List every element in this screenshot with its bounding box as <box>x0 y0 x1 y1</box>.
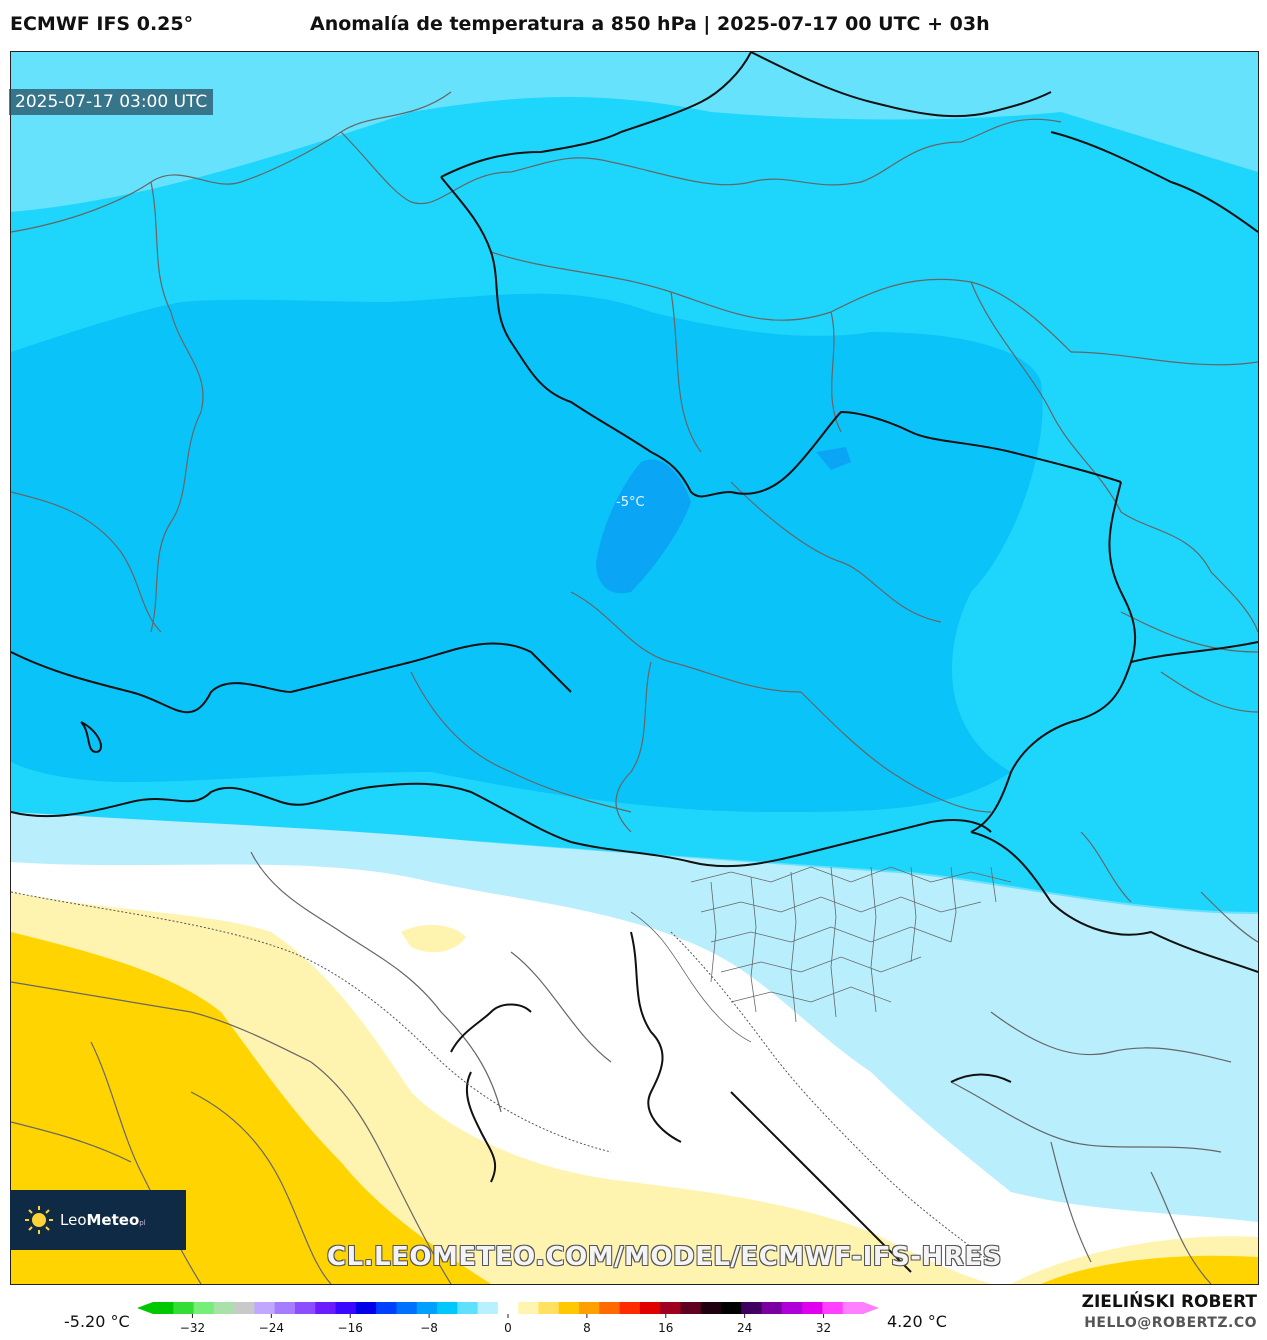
isotherm-lines <box>11 891 992 1263</box>
colorbar-cell <box>721 1302 742 1314</box>
colorbar-cell <box>660 1302 681 1314</box>
colorbar-cell <box>173 1302 195 1314</box>
logo-wordmark: LeoMeteopl <box>60 1211 146 1229</box>
colorbar-cell <box>315 1302 337 1314</box>
colorbar-high-extend <box>863 1302 879 1314</box>
colorbar-cell <box>153 1302 174 1314</box>
colorbar-cells <box>137 1302 879 1314</box>
colorbar-cell <box>295 1302 316 1314</box>
colorbar-tick-label: −8 <box>420 1321 438 1335</box>
map-title: Anomalía de temperatura a 850 hPa | 2025… <box>310 13 990 35</box>
colorbar-cell <box>497 1302 519 1314</box>
colorbar-cell <box>680 1302 702 1314</box>
author-credit: ZIELIŃSKI ROBERT <box>1081 1292 1257 1312</box>
colorbar-cell <box>639 1302 661 1314</box>
colorbar-cell <box>802 1302 823 1314</box>
sun-icon <box>25 1206 53 1234</box>
colorbar-cell <box>538 1302 560 1314</box>
colorbar-cell <box>416 1302 438 1314</box>
colorbar-tick-label: 8 <box>583 1321 591 1335</box>
colorbar-min-label: -5.20 °C <box>64 1312 130 1331</box>
colorbar-cell <box>457 1302 479 1314</box>
colorbar-cell <box>700 1302 722 1314</box>
colorbar-cell <box>842 1302 864 1314</box>
colorbar-cell <box>213 1302 235 1314</box>
colorbar-tick-label: 0 <box>504 1321 512 1335</box>
anomaly-plus1-spot <box>401 925 466 953</box>
valid-time-badge: 2025-07-17 03:00 UTC <box>9 89 214 115</box>
colorbar-tick-label: −16 <box>338 1321 363 1335</box>
colorbar-tick-label: 16 <box>658 1321 673 1335</box>
colorbar-low-extend <box>137 1302 153 1314</box>
colorbar-cell <box>579 1302 600 1314</box>
colorbar-cell <box>254 1302 276 1314</box>
colorbar-cell <box>599 1302 621 1314</box>
anomaly-plus2-zone-east <box>1041 1255 1258 1284</box>
colorbar-cell <box>376 1302 397 1314</box>
colorbar-cell <box>193 1302 215 1314</box>
colorbar-tick-label: 24 <box>737 1321 752 1335</box>
map-panel[interactable]: -5°C <box>10 51 1259 1285</box>
anomaly-minus5-zone <box>596 459 691 594</box>
colorbar-cell <box>355 1302 377 1314</box>
colorbar-cell <box>558 1302 580 1314</box>
colorbar-cell <box>761 1302 783 1314</box>
author-email[interactable]: HELLO@ROBERTZ.CO <box>1084 1315 1257 1331</box>
anomaly-minus4-zone <box>11 293 1043 812</box>
colorbar-ticks: −32 −24 −16 −8 0 8 16 24 32 <box>180 1314 831 1335</box>
colorbar-cell <box>781 1302 803 1314</box>
leometeo-logo[interactable]: LeoMeteopl <box>10 1190 186 1250</box>
colorbar-cell <box>822 1302 844 1314</box>
municipality-mesh <box>630 866 1012 1043</box>
colorbar-cell <box>477 1302 499 1314</box>
colorbar-tick-label: −24 <box>259 1321 284 1335</box>
model-name: ECMWF IFS 0.25° <box>10 13 194 35</box>
colorbar-tick-label: 32 <box>816 1321 831 1335</box>
isotherm-label: -5°C <box>616 495 645 510</box>
anomaly-map: -5°C <box>11 52 1258 1284</box>
colorbar-cell <box>741 1302 763 1314</box>
colorbar-max-label: 4.20 °C <box>887 1312 947 1331</box>
colorbar-cell <box>437 1302 458 1314</box>
colorbar-cell <box>518 1302 539 1314</box>
source-url-watermark: CL.LEOMETEO.COM/MODEL/ECMWF-IFS-HRES <box>327 1242 1002 1272</box>
regional-borders <box>11 91 1258 1284</box>
colorbar-tick-label: −32 <box>180 1321 205 1335</box>
colorbar-cell <box>396 1302 418 1314</box>
colorbar-cell <box>274 1302 296 1314</box>
colorbar-cell <box>619 1302 641 1314</box>
colorbar-cell <box>234 1302 255 1314</box>
anomaly-minus5-small <box>816 447 851 470</box>
colorbar-cell <box>335 1302 357 1314</box>
temperature-colorbar: −32 −24 −16 −8 0 8 16 24 32 <box>137 1302 879 1335</box>
national-borders <box>11 52 1258 1273</box>
